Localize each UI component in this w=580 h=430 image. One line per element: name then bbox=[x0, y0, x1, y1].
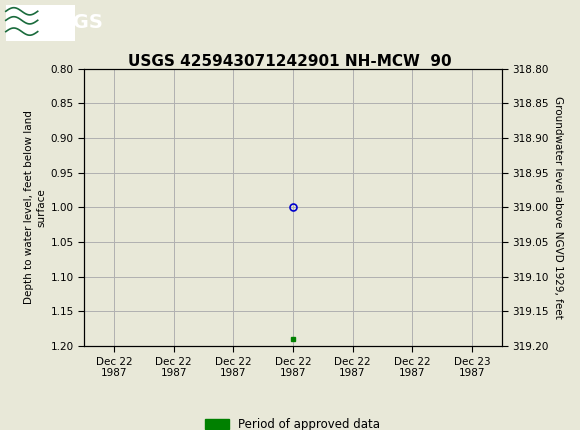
Y-axis label: Groundwater level above NGVD 1929, feet: Groundwater level above NGVD 1929, feet bbox=[553, 96, 563, 319]
Y-axis label: Depth to water level, feet below land
surface: Depth to water level, feet below land su… bbox=[24, 111, 46, 304]
Text: USGS: USGS bbox=[44, 13, 103, 32]
Bar bbox=[6, 4, 75, 41]
Legend: Period of approved data: Period of approved data bbox=[201, 413, 385, 430]
Text: USGS 425943071242901 NH-MCW  90: USGS 425943071242901 NH-MCW 90 bbox=[128, 54, 452, 68]
